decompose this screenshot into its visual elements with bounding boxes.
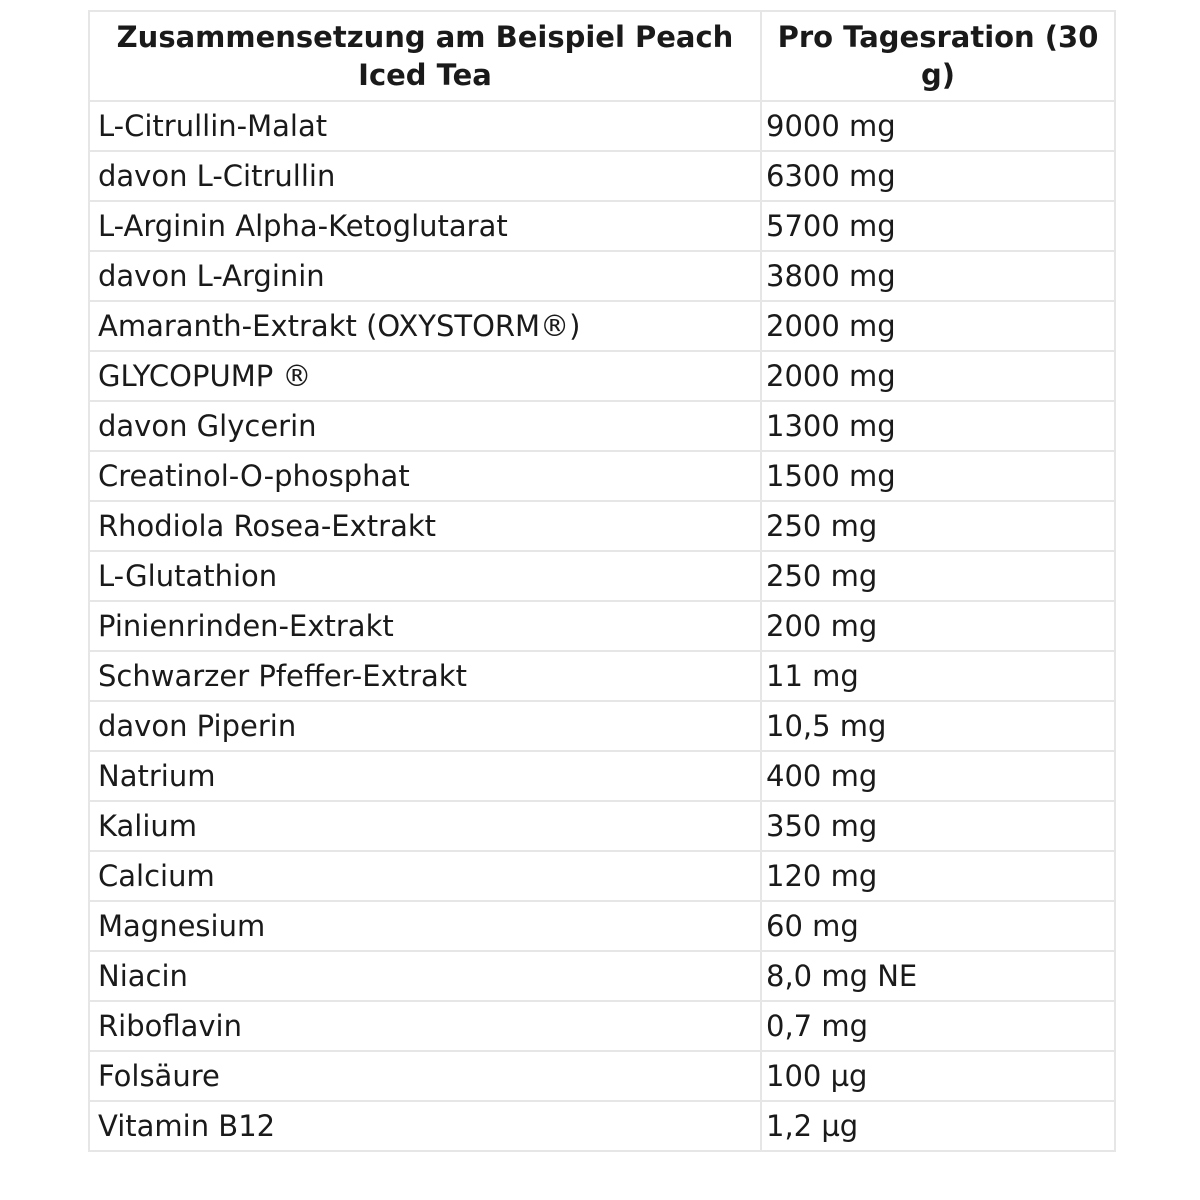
- ingredient-amount: 2000 mg: [760, 300, 1116, 352]
- ingredient-name: Calcium: [88, 850, 762, 902]
- ingredient-amount: 250 mg: [760, 500, 1116, 552]
- table-row: davon Piperin 10,5 mg: [88, 700, 1116, 752]
- table-row: Magnesium 60 mg: [88, 900, 1116, 952]
- header-daily-amount: Pro Tagesration (30 g): [760, 10, 1116, 102]
- table-row: Natrium 400 mg: [88, 750, 1116, 802]
- ingredient-amount: 5700 mg: [760, 200, 1116, 252]
- ingredient-amount: 6300 mg: [760, 150, 1116, 202]
- ingredient-amount: 2000 mg: [760, 350, 1116, 402]
- table-row: Folsäure 100 µg: [88, 1050, 1116, 1102]
- ingredient-amount: 60 mg: [760, 900, 1116, 952]
- table-row: Riboflavin 0,7 mg: [88, 1000, 1116, 1052]
- table-row: L-Glutathion 250 mg: [88, 550, 1116, 602]
- ingredient-name: Folsäure: [88, 1050, 762, 1102]
- ingredient-amount: 11 mg: [760, 650, 1116, 702]
- table-row: davon Glycerin 1300 mg: [88, 400, 1116, 452]
- ingredient-name: davon Piperin: [88, 700, 762, 752]
- ingredient-name: Amaranth-Extrakt (OXYSTORM®): [88, 300, 762, 352]
- ingredient-amount: 3800 mg: [760, 250, 1116, 302]
- ingredient-amount: 1500 mg: [760, 450, 1116, 502]
- ingredient-name: L-Citrullin-Malat: [88, 100, 762, 152]
- ingredient-amount: 100 µg: [760, 1050, 1116, 1102]
- ingredient-name: L-Arginin Alpha-Ketoglutarat: [88, 200, 762, 252]
- ingredient-name: davon L-Arginin: [88, 250, 762, 302]
- ingredient-name: Creatinol-O-phosphat: [88, 450, 762, 502]
- table-row: davon L-Citrullin 6300 mg: [88, 150, 1116, 202]
- ingredient-name: Rhodiola Rosea-Extrakt: [88, 500, 762, 552]
- table-row: Schwarzer Pfeffer-Extrakt 11 mg: [88, 650, 1116, 702]
- ingredient-amount: 8,0 mg NE: [760, 950, 1116, 1002]
- ingredient-amount: 350 mg: [760, 800, 1116, 852]
- table-row: Pinienrinden-Extrakt 200 mg: [88, 600, 1116, 652]
- ingredient-name: Niacin: [88, 950, 762, 1002]
- table-row: davon L-Arginin 3800 mg: [88, 250, 1116, 302]
- nutrition-table: Zusammensetzung am Beispiel Peach Iced T…: [88, 10, 1116, 1152]
- ingredient-amount: 10,5 mg: [760, 700, 1116, 752]
- ingredient-name: Magnesium: [88, 900, 762, 952]
- ingredient-amount: 9000 mg: [760, 100, 1116, 152]
- ingredient-name: Kalium: [88, 800, 762, 852]
- header-ingredient: Zusammensetzung am Beispiel Peach Iced T…: [88, 10, 762, 102]
- ingredient-amount: 200 mg: [760, 600, 1116, 652]
- ingredient-name: L-Glutathion: [88, 550, 762, 602]
- ingredient-amount: 400 mg: [760, 750, 1116, 802]
- ingredient-name: Natrium: [88, 750, 762, 802]
- table-row: Creatinol-O-phosphat 1500 mg: [88, 450, 1116, 502]
- ingredient-name: davon L-Citrullin: [88, 150, 762, 202]
- ingredient-amount: 0,7 mg: [760, 1000, 1116, 1052]
- table-row: Niacin 8,0 mg NE: [88, 950, 1116, 1002]
- ingredient-amount: 1,2 µg: [760, 1100, 1116, 1152]
- header-row: Zusammensetzung am Beispiel Peach Iced T…: [88, 10, 1116, 102]
- table-row: Amaranth-Extrakt (OXYSTORM®) 2000 mg: [88, 300, 1116, 352]
- ingredient-name: Pinienrinden-Extrakt: [88, 600, 762, 652]
- ingredient-name: Riboflavin: [88, 1000, 762, 1052]
- table-row: L-Citrullin-Malat 9000 mg: [88, 100, 1116, 152]
- ingredient-amount: 1300 mg: [760, 400, 1116, 452]
- ingredient-amount: 250 mg: [760, 550, 1116, 602]
- table-row: Vitamin B12 1,2 µg: [88, 1100, 1116, 1152]
- ingredient-name: Vitamin B12: [88, 1100, 762, 1152]
- ingredient-name: davon Glycerin: [88, 400, 762, 452]
- table-row: GLYCOPUMP ® 2000 mg: [88, 350, 1116, 402]
- table-row: Rhodiola Rosea-Extrakt 250 mg: [88, 500, 1116, 552]
- table-row: Kalium 350 mg: [88, 800, 1116, 852]
- ingredient-amount: 120 mg: [760, 850, 1116, 902]
- table-row: L-Arginin Alpha-Ketoglutarat 5700 mg: [88, 200, 1116, 252]
- table-row: Calcium 120 mg: [88, 850, 1116, 902]
- ingredient-name: Schwarzer Pfeffer-Extrakt: [88, 650, 762, 702]
- ingredient-name: GLYCOPUMP ®: [88, 350, 762, 402]
